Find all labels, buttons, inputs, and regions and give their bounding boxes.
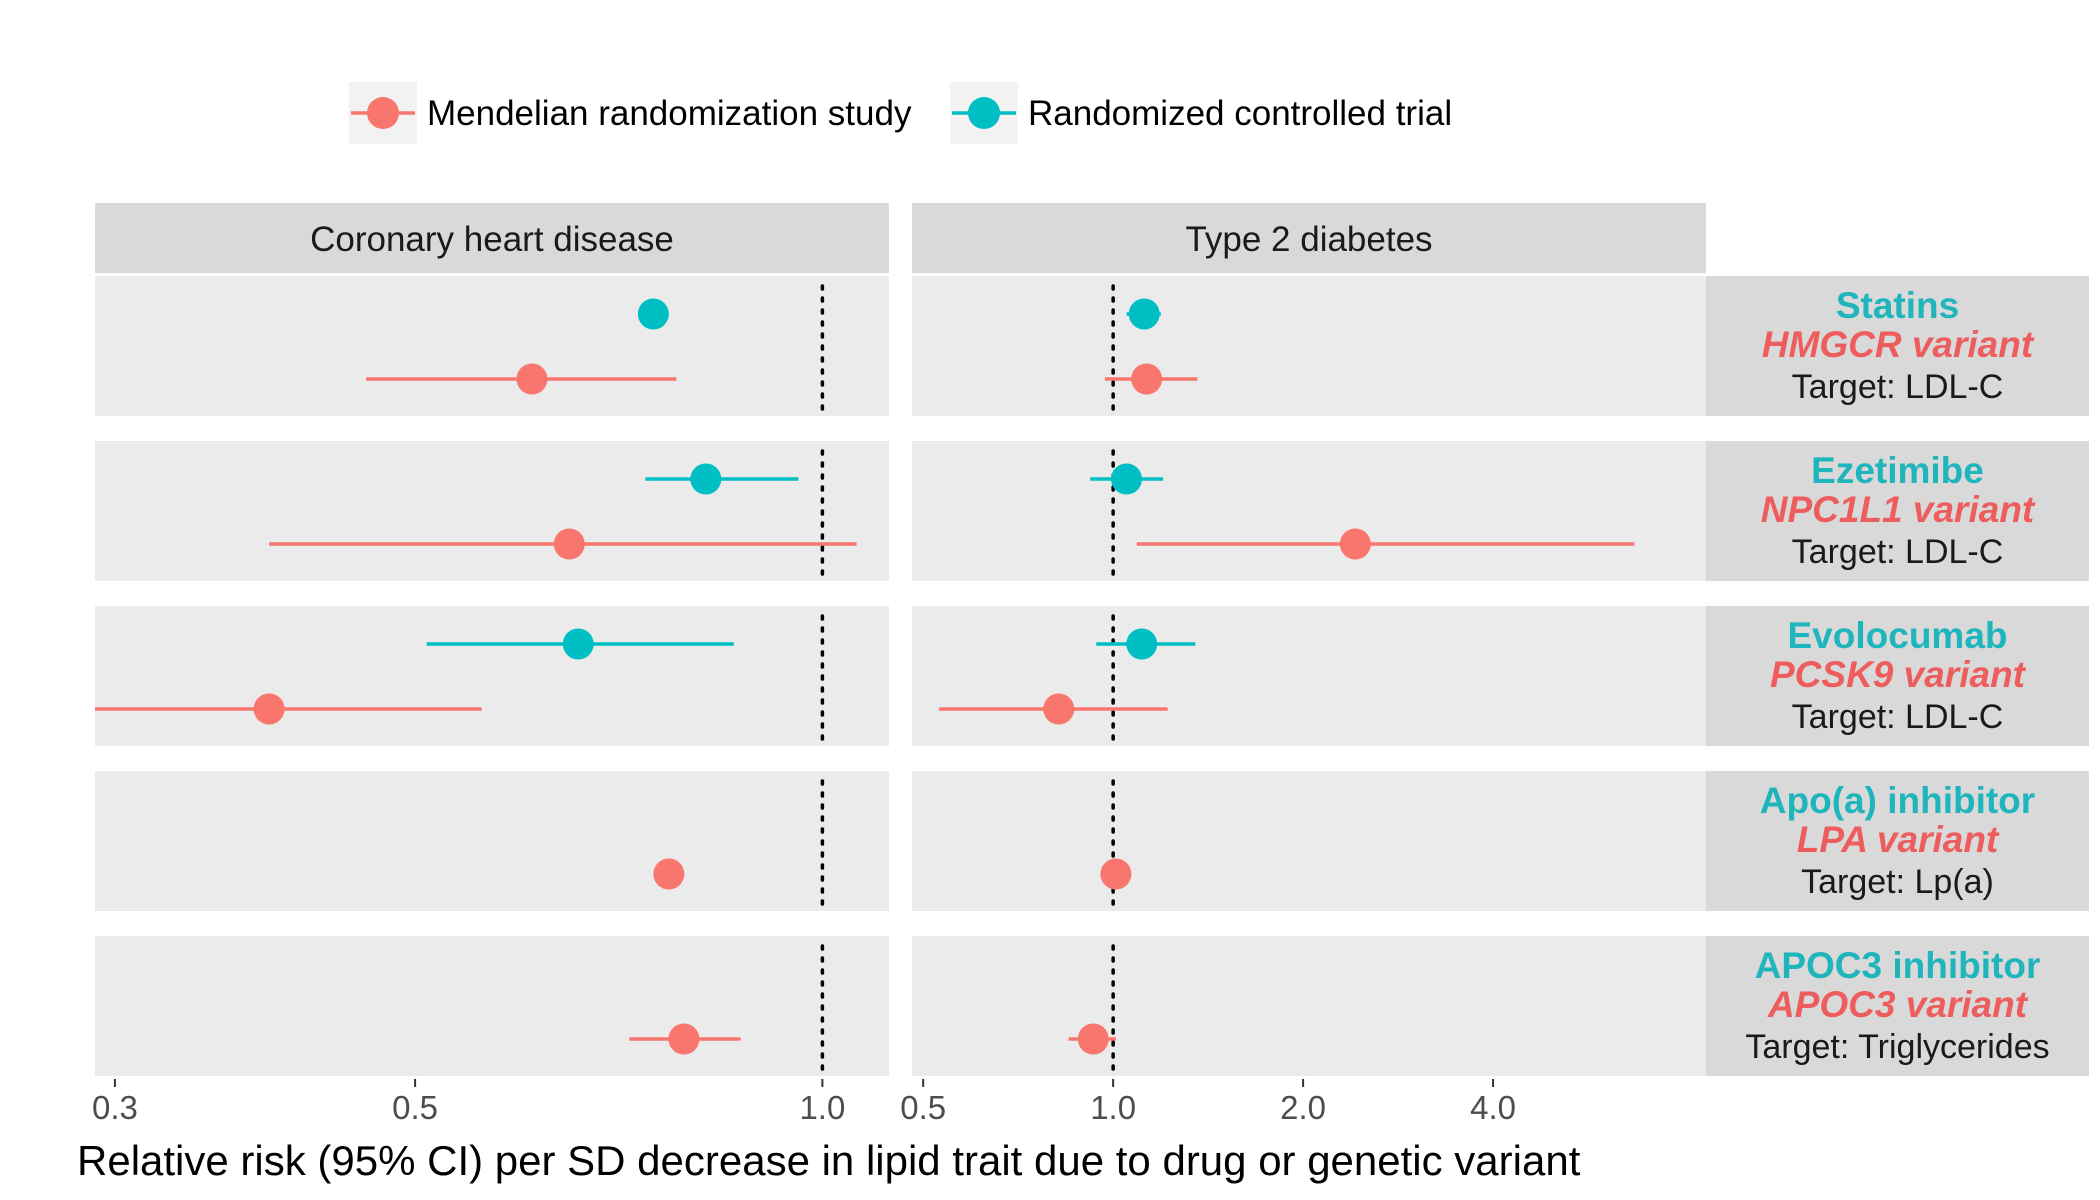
panels xyxy=(95,276,1706,1078)
strip-title-chd: Coronary heart disease xyxy=(310,220,674,259)
estimate-point xyxy=(1128,298,1160,330)
row-drug-label: Apo(a) inhibitor xyxy=(1760,780,2035,821)
panel-background xyxy=(95,771,889,911)
panel-background xyxy=(95,936,889,1076)
row-variant-label: LPA variant xyxy=(1797,819,2000,860)
rct-estimate xyxy=(645,463,799,495)
panel-background xyxy=(912,276,1706,416)
estimate-point xyxy=(553,528,585,560)
estimate-point xyxy=(1077,1023,1109,1055)
panel-background xyxy=(95,441,889,581)
row-strip-bg xyxy=(1706,276,2089,416)
mr-estimate xyxy=(366,363,677,395)
estimate-point xyxy=(637,298,669,330)
row-drug-label: Ezetimibe xyxy=(1811,450,1984,491)
legend: Mendelian randomization study Randomized… xyxy=(349,82,1452,144)
row-strip-bg xyxy=(1706,771,2089,911)
panel-background xyxy=(912,606,1706,746)
rct-estimate xyxy=(1126,298,1161,330)
strip-title-t2d: Type 2 diabetes xyxy=(1185,220,1432,259)
rct-estimate xyxy=(637,298,669,330)
row-target-label: Target: LDL-C xyxy=(1792,533,2004,571)
column-strip-chd: Coronary heart disease xyxy=(95,203,889,273)
row-variant-label: HMGCR variant xyxy=(1762,324,2035,365)
estimate-point xyxy=(690,463,722,495)
strip-bg xyxy=(95,203,889,273)
estimate-point xyxy=(1339,528,1371,560)
row-drug-label: APOC3 inhibitor xyxy=(1755,945,2041,986)
row-drug-label: Evolocumab xyxy=(1788,615,2008,656)
estimate-point xyxy=(516,363,548,395)
estimate-point xyxy=(668,1023,700,1055)
row-variant-label: NPC1L1 variant xyxy=(1761,489,2036,530)
x-tick-label: 1.0 xyxy=(799,1089,845,1126)
legend-item-mr: Mendelian randomization study xyxy=(349,82,912,144)
estimate-point xyxy=(562,628,594,660)
estimate-point xyxy=(653,858,685,890)
row-target-label: Target: Triglycerides xyxy=(1745,1028,2049,1066)
strip-bg xyxy=(912,203,1706,273)
mr-estimate xyxy=(653,858,685,890)
panel-background xyxy=(912,936,1706,1076)
estimate-point xyxy=(253,693,285,725)
x-tick-label: 4.0 xyxy=(1470,1089,1516,1126)
legend-key-point-mr xyxy=(367,97,399,129)
x-tick-label: 0.5 xyxy=(392,1089,438,1126)
x-tick-label: 1.0 xyxy=(1090,1089,1136,1126)
estimate-point xyxy=(1126,628,1158,660)
mr-estimate xyxy=(95,693,482,725)
x-axes: 0.3 0.5 1.0 0.5 1.0 2.0 4.0 xyxy=(92,1079,1516,1126)
estimate-point xyxy=(1043,693,1075,725)
row-target-label: Target: LDL-C xyxy=(1792,368,2004,406)
row-target-label: Target: LDL-C xyxy=(1792,698,2004,736)
x-tick-label: 2.0 xyxy=(1280,1089,1326,1126)
row-strip-bg xyxy=(1706,936,2089,1076)
mr-estimate xyxy=(1104,363,1198,395)
legend-item-rct: Randomized controlled trial xyxy=(950,82,1452,144)
mr-estimate xyxy=(1100,858,1132,890)
mr-estimate xyxy=(939,693,1168,725)
panel-background xyxy=(912,771,1706,911)
panel-background xyxy=(95,606,889,746)
row-target-label: Target: Lp(a) xyxy=(1801,863,1994,901)
mr-estimate xyxy=(269,528,857,560)
x-axis-label: Relative risk (95% CI) per SD decrease i… xyxy=(77,1137,1581,1184)
row-variant-label: APOC3 variant xyxy=(1767,984,2029,1025)
legend-label-mr: Mendelian randomization study xyxy=(427,94,912,133)
rct-estimate xyxy=(1096,628,1196,660)
row-drug-label: Statins xyxy=(1836,285,1959,326)
mr-estimate xyxy=(629,1023,741,1055)
legend-label-rct: Randomized controlled trial xyxy=(1028,94,1452,133)
mr-estimate xyxy=(1068,1023,1116,1055)
estimate-point xyxy=(1111,463,1143,495)
legend-key-point-rct xyxy=(968,97,1000,129)
mr-estimate xyxy=(1136,528,1635,560)
estimate-point xyxy=(1100,858,1132,890)
estimate-point xyxy=(1131,363,1163,395)
row-variant-label: PCSK9 variant xyxy=(1770,654,2027,695)
rct-estimate xyxy=(1090,463,1164,495)
rct-estimate xyxy=(426,628,734,660)
panel-background xyxy=(912,441,1706,581)
data-marks xyxy=(95,298,1635,1055)
panel-background xyxy=(95,276,889,416)
column-strip-t2d: Type 2 diabetes xyxy=(912,203,1706,273)
row-strip-bg xyxy=(1706,441,2089,581)
x-tick-label: 0.3 xyxy=(92,1089,138,1126)
x-tick-label: 0.5 xyxy=(900,1089,946,1126)
row-strip-bg xyxy=(1706,606,2089,746)
